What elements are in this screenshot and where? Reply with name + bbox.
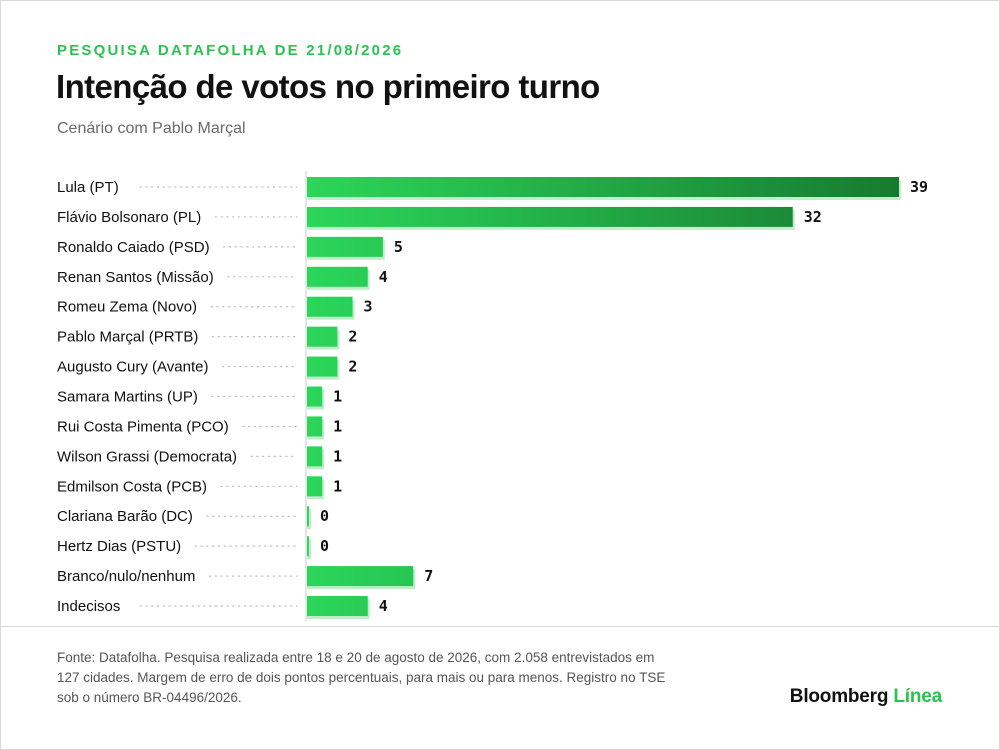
bar (307, 476, 323, 497)
footer-divider (0, 626, 1000, 627)
bar (307, 206, 793, 227)
category-label: Flávio Bolsonaro (PL) (57, 209, 201, 226)
category-label: Pablo Marçal (PRTB) (57, 329, 198, 346)
page-title: Intenção de votos no primeiro turno (56, 68, 600, 105)
category-label: Edmilson Costa (PCB) (57, 478, 207, 495)
source-note: Fonte: Datafolha. Pesquisa realizada ent… (57, 650, 666, 705)
brand-logo-part2: Línea (893, 686, 942, 707)
value-label: 0 (320, 537, 329, 555)
bar (307, 296, 353, 317)
value-label: 5 (394, 238, 403, 256)
category-label: Ronaldo Caiado (PSD) (57, 239, 210, 256)
value-label: 3 (364, 298, 373, 316)
category-label: Lula (PT) (57, 179, 119, 196)
category-label: Samara Martins (UP) (57, 389, 198, 406)
kicker-date: PESQUISA DATAFOLHA DE 21/08/2026 (57, 42, 404, 59)
category-label: Indecisos (57, 598, 120, 615)
bar (307, 356, 338, 377)
value-label: 2 (348, 358, 357, 376)
category-label: Wilson Grassi (Democrata) (57, 448, 237, 465)
category-label: Clariana Barão (DC) (57, 508, 193, 525)
value-label: 1 (333, 417, 342, 435)
value-label: 0 (320, 507, 329, 525)
value-label: 2 (348, 328, 357, 346)
category-label: Romeu Zema (Novo) (57, 299, 197, 316)
bar (307, 506, 309, 527)
bar (307, 326, 338, 347)
bar (307, 566, 414, 587)
value-label: 1 (333, 447, 342, 465)
value-label: 7 (424, 567, 433, 585)
bar (307, 446, 323, 467)
category-label: Renan Santos (Missão) (57, 269, 214, 286)
value-label: 39 (910, 178, 928, 196)
category-label: Branco/nulo/nenhum (57, 568, 195, 585)
page-subtitle: Cenário com Pablo Marçal (57, 120, 246, 137)
bar (307, 536, 309, 557)
value-label: 1 (333, 477, 342, 495)
bar (307, 266, 368, 287)
category-label: Rui Costa Pimenta (PCO) (57, 418, 229, 435)
value-label: 4 (379, 597, 388, 615)
value-label: 4 (379, 268, 388, 286)
bar (307, 596, 368, 617)
brand-logo-part1: Bloomberg (789, 686, 889, 707)
bar (307, 236, 383, 257)
bar (307, 177, 899, 197)
category-label: Augusto Cury (Avante) (57, 359, 208, 376)
value-label: 32 (804, 208, 822, 226)
value-label: 1 (333, 388, 342, 406)
bar (307, 416, 323, 437)
brand-logo: Bloomberg Línea (790, 686, 942, 708)
bar (307, 386, 323, 407)
category-label: Hertz Dias (PSTU) (57, 538, 181, 555)
